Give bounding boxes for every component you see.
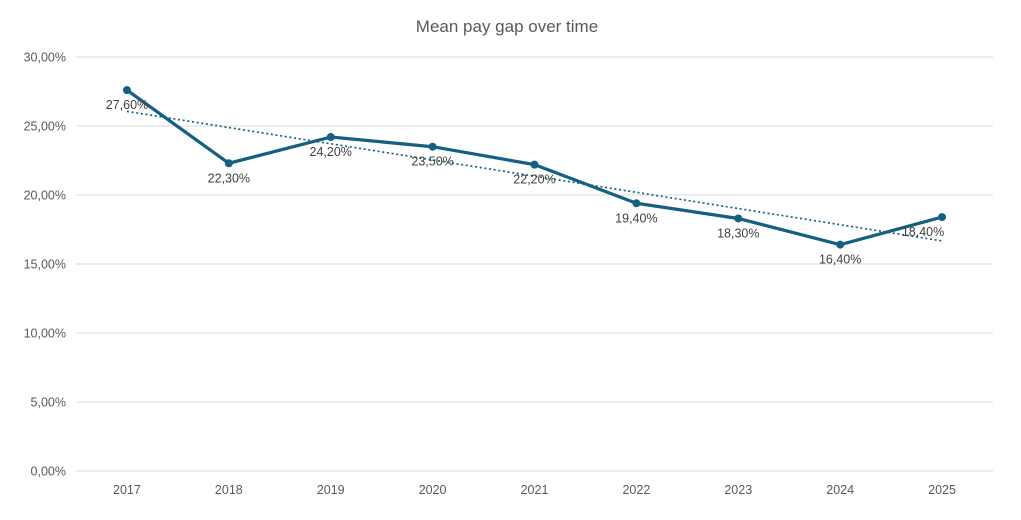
trendline: [126, 110, 943, 242]
data-point-marker: [530, 160, 539, 169]
y-axis-tick-label: 25,00%: [24, 120, 66, 134]
x-axis-tick-label: 2021: [521, 483, 549, 497]
data-point-label: 23,50%: [411, 155, 453, 169]
data-point-marker: [326, 133, 335, 142]
y-axis-tick-label: 0,00%: [31, 465, 66, 479]
y-axis-tick-label: 10,00%: [24, 327, 66, 341]
data-point-marker: [428, 142, 437, 151]
x-axis-tick-label: 2024: [826, 483, 854, 497]
data-point-label: 22,20%: [513, 173, 555, 187]
x-axis-tick-label: 2023: [724, 483, 752, 497]
y-axis-tick-label: 20,00%: [24, 189, 66, 203]
data-point-marker: [224, 159, 233, 168]
data-point-label: 19,40%: [615, 211, 657, 225]
data-point-marker: [632, 199, 641, 208]
data-point-label: 16,40%: [819, 253, 861, 267]
data-point-label: 24,20%: [310, 145, 352, 159]
data-point-label: 18,40%: [902, 225, 944, 239]
data-point-label: 18,30%: [717, 226, 759, 240]
data-point-label: 27,60%: [106, 98, 148, 112]
y-axis-tick-label: 5,00%: [31, 396, 66, 410]
x-axis-tick-label: 2017: [113, 483, 141, 497]
data-point-marker: [734, 214, 743, 223]
y-axis-tick-label: 30,00%: [24, 51, 66, 65]
data-point-marker: [122, 86, 131, 95]
data-point-marker: [836, 240, 845, 249]
x-axis-tick-label: 2020: [419, 483, 447, 497]
data-point-marker: [938, 213, 947, 222]
x-axis-tick-label: 2025: [928, 483, 956, 497]
y-axis-tick-label: 15,00%: [24, 258, 66, 272]
x-axis-tick-label: 2022: [622, 483, 650, 497]
chart-title: Mean pay gap over time: [416, 17, 598, 36]
x-axis-tick-label: 2019: [317, 483, 345, 497]
x-axis-tick-label: 2018: [215, 483, 243, 497]
data-point-label: 22,30%: [208, 171, 250, 185]
